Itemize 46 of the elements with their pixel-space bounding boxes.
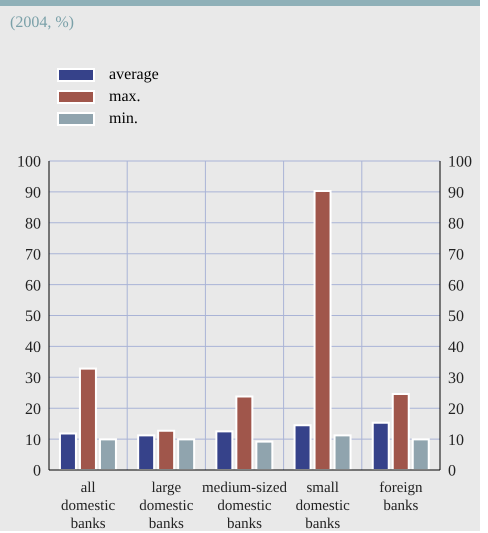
bar [157, 430, 176, 470]
bar [58, 432, 77, 470]
bar [235, 395, 254, 470]
x-tick-label: small domestic banks [296, 480, 350, 532]
bar [392, 392, 410, 470]
x-tick-label: foreign banks [379, 480, 424, 514]
bar [98, 438, 117, 470]
y-tick-label: 20 [25, 400, 41, 418]
y2-tick-label: 0 [448, 462, 456, 480]
y-tick-label: 60 [25, 277, 41, 294]
bar [255, 440, 274, 470]
bar [294, 424, 312, 470]
y2-tick-label: 80 [448, 215, 464, 232]
y2-tick-label: 50 [448, 308, 464, 326]
bar [215, 430, 234, 470]
y-tick-label: 50 [25, 308, 41, 326]
y2-tick-label: 90 [448, 184, 464, 202]
legend-label: max. [109, 88, 141, 106]
chart-subtitle: (2004, %) [10, 14, 74, 32]
y2-tick-label: 30 [448, 370, 464, 387]
bar [177, 438, 196, 470]
y-tick-label: 70 [25, 246, 41, 264]
y2-tick-label: 20 [448, 400, 464, 418]
y2-tick-label: 10 [448, 432, 464, 449]
y2-tick-label: 70 [448, 246, 464, 264]
bar [314, 190, 332, 470]
legend-label: average [109, 66, 159, 84]
y-tick-label: 100 [17, 154, 41, 171]
x-tick-label: medium-sized domestic banks [202, 480, 288, 532]
y-tick-label: 10 [25, 432, 41, 449]
y2-tick-label: 60 [448, 277, 464, 294]
bar [334, 434, 352, 470]
y2-tick-label: 100 [448, 154, 472, 171]
x-tick-label: large domestic banks [139, 480, 194, 532]
y-tick-label: 90 [25, 184, 41, 202]
y2-tick-label: 40 [448, 339, 464, 356]
y-tick-label: 0 [33, 462, 41, 480]
bar [78, 368, 97, 470]
x-tick-label: all domestic banks [61, 480, 116, 532]
y-tick-label: 80 [25, 215, 41, 232]
y-tick-label: 40 [25, 339, 41, 356]
bar [372, 422, 390, 470]
legend-label: min. [109, 110, 138, 128]
bar [412, 438, 430, 470]
bar [137, 434, 156, 470]
y-tick-label: 30 [25, 370, 41, 387]
